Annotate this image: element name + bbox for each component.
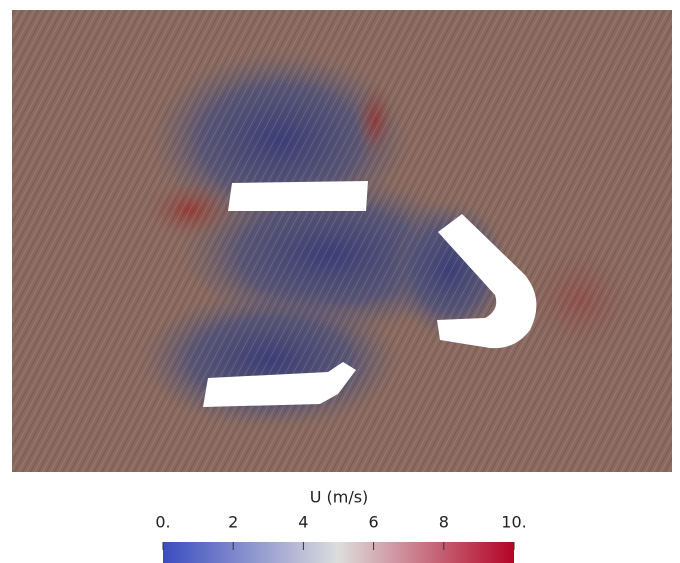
tick-label: 8	[439, 513, 449, 532]
flow-field	[12, 10, 672, 472]
tick-label: 10.	[501, 513, 526, 532]
tick-label: 2	[228, 513, 238, 532]
page: U (m/s) 0.246810. (() => { const data = …	[0, 0, 680, 563]
colorbar	[163, 542, 514, 563]
tick-label: 4	[298, 513, 308, 532]
chart: U (m/s) 0. 2 4 6 8 10.	[0, 0, 680, 563]
tick-label: 0.	[155, 513, 170, 532]
colorbar-title: U (m/s)	[310, 488, 369, 507]
tick-label: 6	[369, 513, 379, 532]
